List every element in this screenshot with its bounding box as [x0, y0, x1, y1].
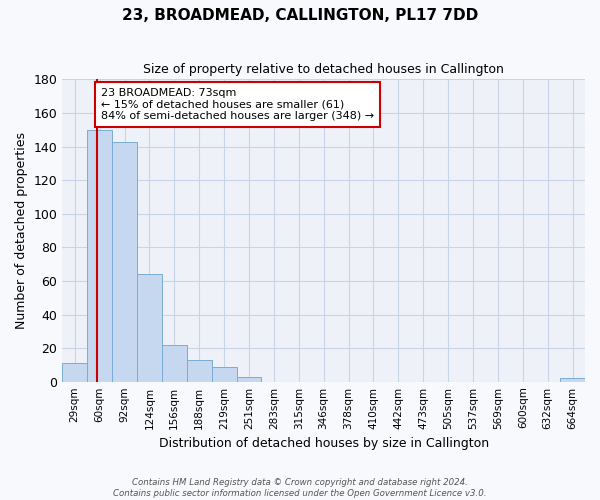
Bar — [187, 360, 212, 382]
Text: 23, BROADMEAD, CALLINGTON, PL17 7DD: 23, BROADMEAD, CALLINGTON, PL17 7DD — [122, 8, 478, 22]
X-axis label: Distribution of detached houses by size in Callington: Distribution of detached houses by size … — [158, 437, 489, 450]
Bar — [560, 378, 585, 382]
Title: Size of property relative to detached houses in Callington: Size of property relative to detached ho… — [143, 62, 504, 76]
Bar — [87, 130, 112, 382]
Y-axis label: Number of detached properties: Number of detached properties — [15, 132, 28, 329]
Bar — [236, 376, 262, 382]
Bar — [137, 274, 162, 382]
Bar — [112, 142, 137, 382]
Text: 23 BROADMEAD: 73sqm
← 15% of detached houses are smaller (61)
84% of semi-detach: 23 BROADMEAD: 73sqm ← 15% of detached ho… — [101, 88, 374, 121]
Text: Contains HM Land Registry data © Crown copyright and database right 2024.
Contai: Contains HM Land Registry data © Crown c… — [113, 478, 487, 498]
Bar — [62, 363, 87, 382]
Bar — [162, 344, 187, 382]
Bar — [212, 366, 236, 382]
